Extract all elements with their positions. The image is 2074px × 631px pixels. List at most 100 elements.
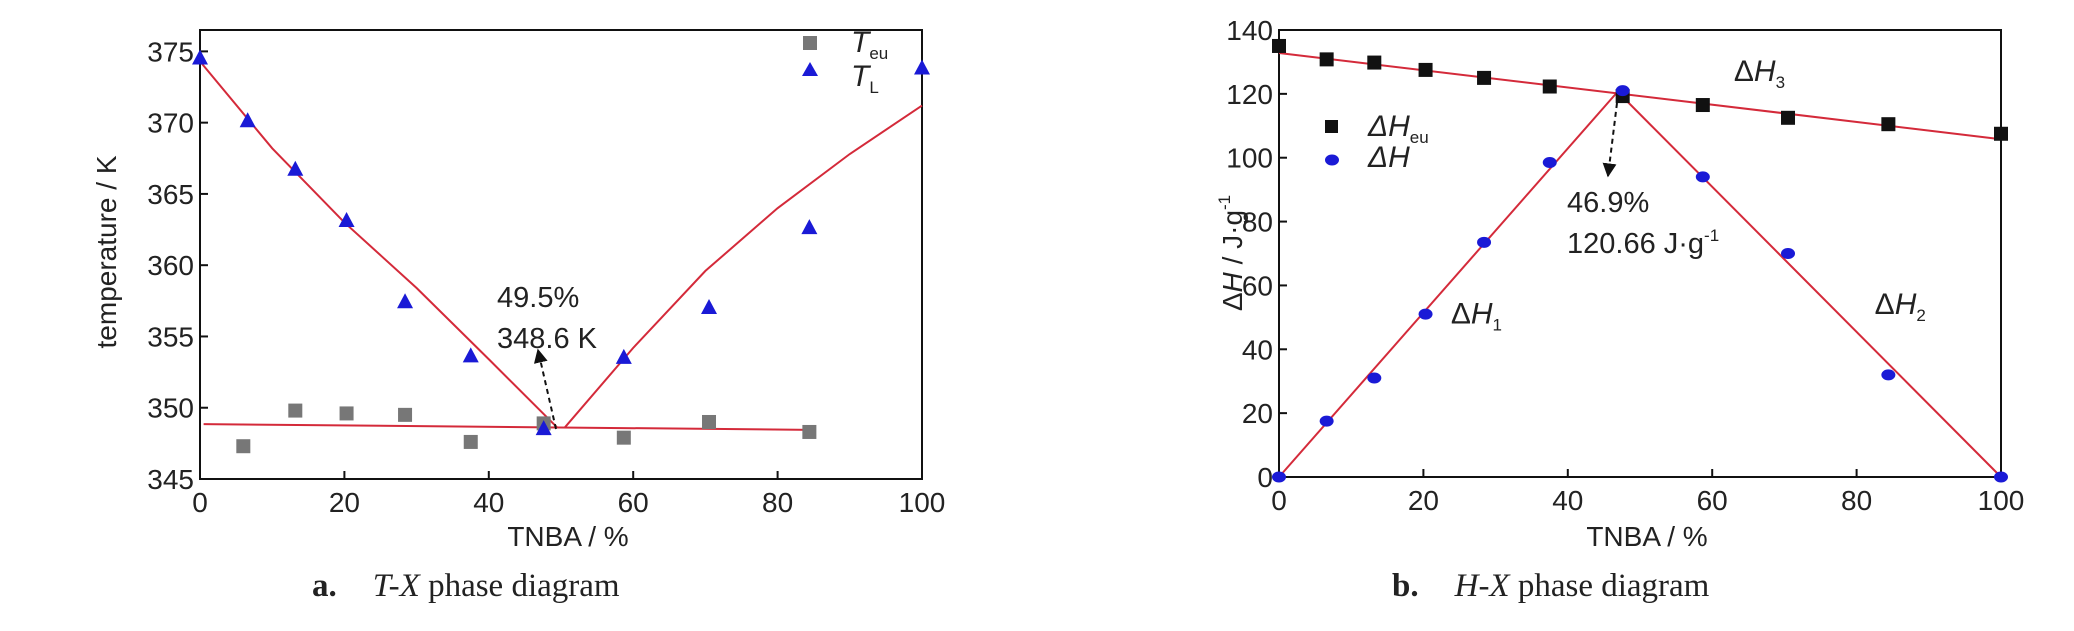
y-tick-label: 40 bbox=[1242, 334, 1273, 365]
data-point-square bbox=[1994, 126, 2008, 141]
caption-b-text: phase diagram bbox=[1509, 568, 1710, 604]
plot-frame bbox=[1278, 29, 2002, 478]
y-axis-title: ΔH / J·g-1 bbox=[1215, 195, 1248, 311]
y-tick-label: 375 bbox=[147, 36, 194, 67]
data-point-square bbox=[463, 434, 478, 449]
y-tick-label: 365 bbox=[147, 179, 194, 210]
x-tick-label: 80 bbox=[1841, 485, 1872, 516]
caption-a-italic: T-X bbox=[372, 568, 420, 604]
data-point-triangle bbox=[287, 160, 304, 176]
data-point-square bbox=[702, 414, 717, 429]
x-tick-label: 0 bbox=[1271, 485, 1287, 516]
data-point-square bbox=[802, 424, 817, 439]
x-tick-label: 60 bbox=[1697, 485, 1728, 516]
y-tick-label: 80 bbox=[1242, 207, 1273, 238]
data-point-square bbox=[1881, 117, 1896, 132]
data-point-square bbox=[1418, 62, 1433, 77]
data-point-triangle bbox=[338, 212, 355, 228]
fit-line-liquidus-left bbox=[199, 60, 559, 429]
data-point-square bbox=[1781, 110, 1796, 125]
legend-label-tl: TL bbox=[851, 60, 879, 97]
data-point-circle bbox=[1615, 85, 1630, 97]
data-point-circle bbox=[1994, 471, 2008, 483]
y-axis-title: temperature / K bbox=[91, 155, 122, 348]
data-point-square bbox=[1695, 98, 1710, 113]
data-point-circle bbox=[1542, 157, 1557, 169]
data-point-square bbox=[398, 407, 413, 422]
y-tick-label: 20 bbox=[1242, 398, 1273, 429]
data-point-square bbox=[339, 406, 354, 421]
data-point-circle bbox=[1367, 372, 1382, 384]
x-tick-label: 100 bbox=[1978, 485, 2025, 516]
y-tick-label: 120 bbox=[1226, 79, 1273, 110]
data-point-circle bbox=[1781, 248, 1796, 259]
y-tick-label: 350 bbox=[147, 393, 194, 424]
data-point-triangle bbox=[192, 49, 208, 65]
data-point-triangle bbox=[801, 219, 818, 235]
fit-line-dH1 bbox=[1278, 91, 1619, 478]
caption-b: b. H-X phase diagram bbox=[1392, 568, 1709, 605]
data-point-square bbox=[288, 403, 303, 418]
fit-line-dH2 bbox=[1616, 91, 2002, 478]
line-label-dh2: ΔH2 bbox=[1875, 288, 1926, 325]
eutectic-annotation-temperature: 348.6 K bbox=[497, 323, 598, 355]
data-point-circle bbox=[1881, 369, 1896, 381]
data-point-square bbox=[1272, 38, 1286, 53]
legend-label-dheu: ΔHeu bbox=[1367, 110, 1429, 147]
data-point-square bbox=[1367, 55, 1382, 70]
y-tick-label: 355 bbox=[147, 321, 194, 352]
x-tick-label: 60 bbox=[618, 487, 649, 518]
data-point-circle bbox=[1272, 471, 1286, 483]
legend-marker-tl bbox=[802, 62, 818, 76]
x-tick-label: 0 bbox=[192, 487, 208, 518]
fit-line-eutectic bbox=[203, 423, 810, 431]
caption-a-text: phase diagram bbox=[419, 568, 620, 604]
caption-a-letter: a. bbox=[312, 568, 337, 604]
y-tick-label: 140 bbox=[1226, 15, 1273, 46]
x-tick-label: 80 bbox=[762, 487, 793, 518]
legend-marker-dh bbox=[1325, 154, 1339, 166]
eutectic-annotation-composition: 49.5% bbox=[497, 282, 579, 314]
legend: ΔHeu ΔH bbox=[1325, 110, 1429, 174]
data-point-triangle bbox=[914, 59, 930, 75]
data-point-triangle bbox=[701, 298, 718, 314]
fit-line-dH3 bbox=[1278, 51, 2002, 141]
y-tick-label: 60 bbox=[1242, 270, 1273, 301]
caption-b-italic: H-X bbox=[1454, 568, 1510, 604]
data-point-triangle bbox=[462, 347, 479, 363]
x-tick-label: 20 bbox=[1408, 485, 1439, 516]
data-point-square bbox=[1319, 52, 1334, 67]
data-point-circle bbox=[1695, 171, 1710, 183]
data-point-circle bbox=[1418, 308, 1433, 320]
legend: Teu TL bbox=[802, 26, 888, 97]
data-point-square bbox=[236, 439, 251, 454]
x-tick-label: 100 bbox=[899, 487, 946, 518]
caption-b-letter: b. bbox=[1392, 568, 1419, 604]
tx-chart: 0 20 40 60 80 100 345 350 355 360 365 370 375 TNBA /… bbox=[91, 26, 946, 552]
data-point-circle bbox=[1477, 236, 1492, 248]
data-point-square bbox=[616, 430, 631, 445]
peak-annotation-enthalpy: 120.66 J·g-1 bbox=[1567, 226, 1719, 260]
caption-a: a. T-X phase diagram bbox=[312, 568, 620, 605]
peak-arrow bbox=[1602, 102, 1618, 178]
legend-label-dh: ΔH bbox=[1367, 141, 1410, 174]
plot-frame bbox=[199, 29, 923, 480]
x-axis-title: TNBA / % bbox=[507, 521, 628, 552]
data-point-triangle bbox=[239, 112, 256, 128]
legend-marker-dheu bbox=[1325, 120, 1338, 133]
x-tick-label: 20 bbox=[329, 487, 360, 518]
eutectic-arrow bbox=[533, 348, 557, 430]
x-tick-label: 40 bbox=[1552, 485, 1583, 516]
y-tick-label: 345 bbox=[147, 464, 194, 495]
panel-a: 0 20 40 60 80 100 345 350 355 360 365 370 375 TNBA /… bbox=[91, 26, 946, 605]
legend-marker-teu bbox=[803, 36, 817, 50]
data-point-square bbox=[1477, 70, 1492, 85]
data-point-triangle bbox=[535, 420, 552, 436]
x-axis-title: TNBA / % bbox=[1586, 521, 1707, 552]
data-point-square bbox=[1542, 79, 1557, 94]
data-point-triangle bbox=[615, 348, 632, 364]
x-tick-label: 40 bbox=[473, 487, 504, 518]
data-point-circle bbox=[1319, 415, 1334, 427]
peak-annotation-composition: 46.9% bbox=[1567, 187, 1649, 219]
